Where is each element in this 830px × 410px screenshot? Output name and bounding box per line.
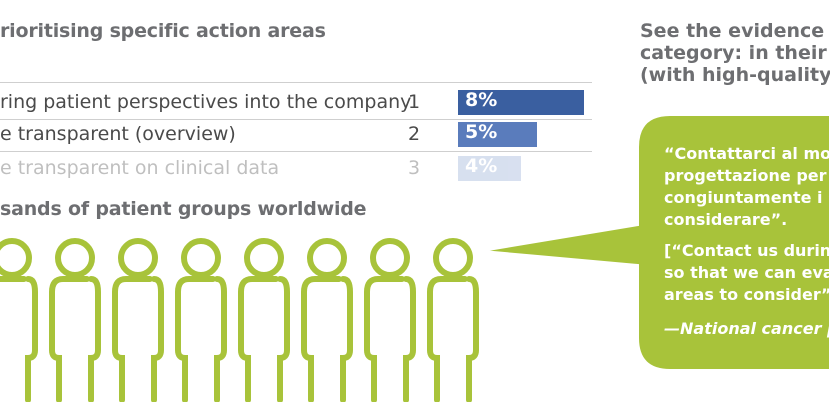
translation-line: areas to consider”]. <box>664 285 830 304</box>
percent-bar: 8% <box>458 89 584 115</box>
section-heading-action-areas: rioritising specific action areas <box>0 20 326 42</box>
person-outline-icon <box>364 238 416 402</box>
quote-line: progettazione per v <box>664 166 830 185</box>
percent-bar: 5% <box>458 121 537 147</box>
person-outline-icon <box>112 238 164 402</box>
action-row-label: e transparent on clinical data <box>0 157 280 179</box>
row-divider <box>0 119 592 120</box>
quote-line: considerare”. <box>664 210 788 229</box>
person-outline-icon <box>301 238 353 402</box>
translation-line: [“Contact us during <box>664 241 830 260</box>
action-row-rank: 3 <box>408 157 421 179</box>
quote-line: congiuntamente i s <box>664 188 830 207</box>
quote-line: “Contattarci al mom <box>664 144 830 163</box>
quote-text: “Contattarci al mom progettazione per v … <box>664 143 830 231</box>
action-row-label: e transparent (overview) <box>0 123 236 145</box>
person-outline-icon <box>238 238 290 402</box>
evidence-heading-line: See the evidence b <box>640 20 830 42</box>
person-outline-icon <box>0 238 38 402</box>
percent-bar-value: 4% <box>465 155 498 177</box>
action-row-1: ring patient perspectives into the compa… <box>0 88 600 118</box>
row-divider <box>0 82 592 83</box>
quote-attribution: —National cancer p <box>664 319 830 338</box>
evidence-heading: See the evidence b category: in their c … <box>640 20 830 86</box>
speech-bubble <box>481 115 830 371</box>
action-row-label: ring patient perspectives into the compa… <box>0 91 412 113</box>
action-row-2: e transparent (overview) 2 5% <box>0 120 600 150</box>
section-heading-patient-groups: sands of patient groups worldwide <box>0 198 367 220</box>
action-row-3: e transparent on clinical data 3 4% <box>0 154 600 184</box>
percent-bar-value: 8% <box>465 89 498 111</box>
action-row-rank: 1 <box>408 91 421 113</box>
row-divider <box>0 151 592 152</box>
person-outline-icon <box>427 238 479 402</box>
translation-line: so that we can eval <box>664 263 830 282</box>
people-row <box>0 232 479 402</box>
evidence-heading-line: (with high-quality <box>640 64 830 86</box>
person-outline-icon <box>175 238 227 402</box>
action-row-rank: 2 <box>408 123 421 145</box>
evidence-heading-line: category: in their c <box>640 42 830 64</box>
person-outline-icon <box>49 238 101 402</box>
percent-bar: 4% <box>458 155 521 181</box>
percent-bar-value: 5% <box>465 121 498 143</box>
translation-text: [“Contact us during so that we can eval … <box>664 240 830 306</box>
